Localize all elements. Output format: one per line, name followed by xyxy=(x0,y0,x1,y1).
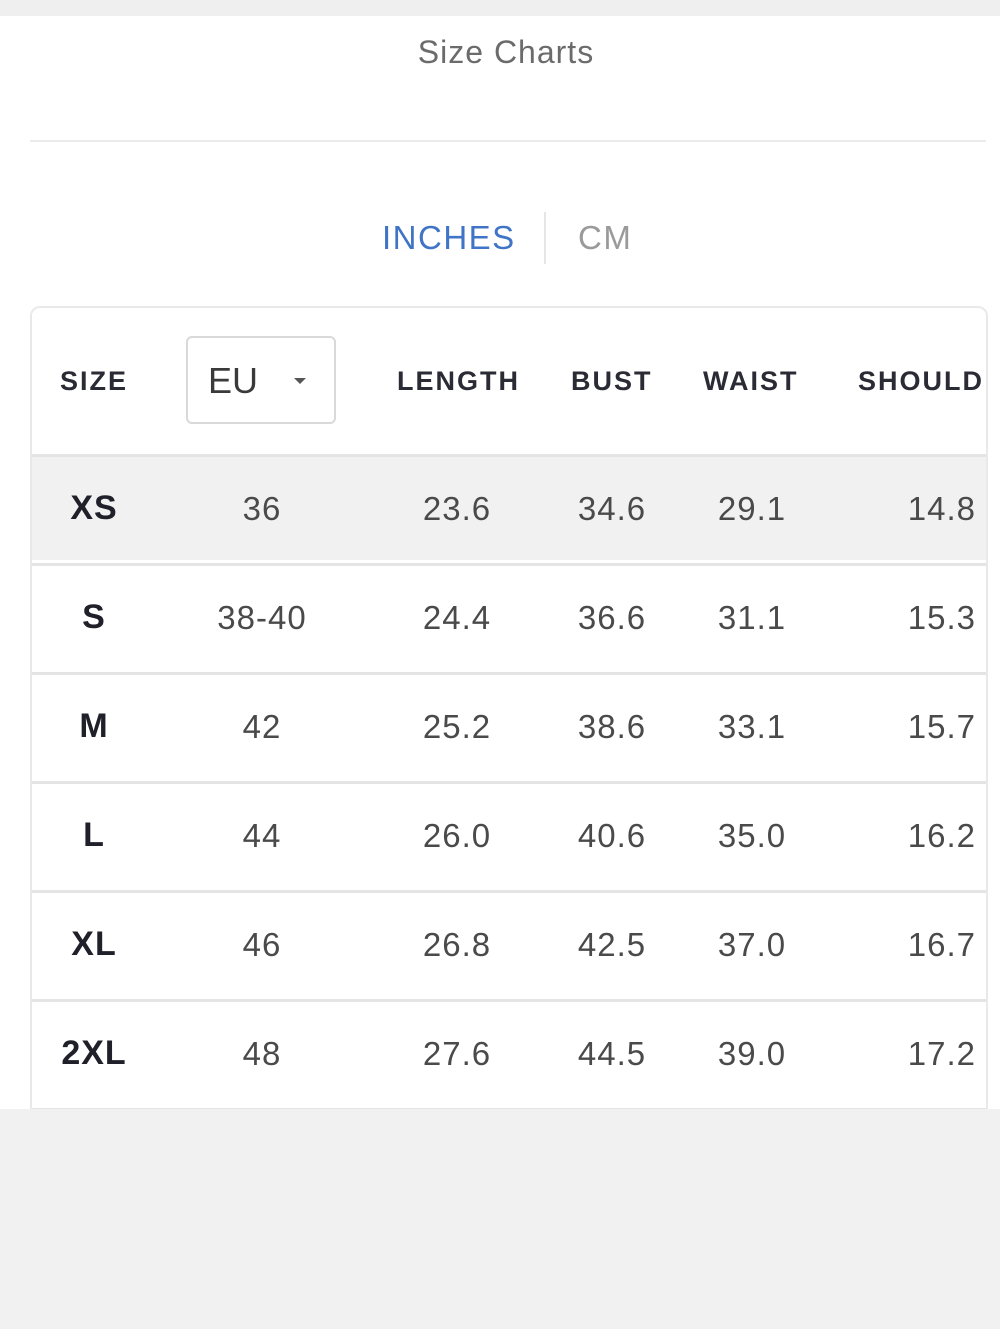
unit-option-cm[interactable]: CM xyxy=(578,219,633,256)
cell-eu: 44 xyxy=(242,817,282,854)
table-row: S 38-40 24.4 36.6 31.1 15.3 xyxy=(32,563,986,669)
column-header-size: SIZE xyxy=(60,366,129,396)
cell-shoulder: 15.7 xyxy=(907,708,976,745)
cell-shoulder: 17.2 xyxy=(907,1035,976,1072)
cell-length: 27.6 xyxy=(422,1035,492,1072)
size-table: SIZE EU LENGTH BUST WAIST SHOULD XS 36 2… xyxy=(30,306,988,1109)
cell-waist: 33.1 xyxy=(717,708,787,745)
cell-shoulder: 15.3 xyxy=(907,599,976,636)
cell-shoulder: 14.8 xyxy=(907,490,976,527)
cell-eu: 36 xyxy=(242,490,282,527)
table-row xyxy=(32,1108,986,1109)
table-row: L 44 26.0 40.6 35.0 16.2 xyxy=(32,781,986,887)
table-row: XL 46 26.8 42.5 37.0 16.7 xyxy=(32,890,986,996)
cell-bust: 40.6 xyxy=(577,817,647,854)
column-header-length: LENGTH xyxy=(397,366,520,396)
empty-background xyxy=(0,1109,1000,1329)
cell-size: S xyxy=(82,598,106,636)
cell-eu: 48 xyxy=(242,1035,282,1072)
cell-waist: 31.1 xyxy=(717,599,787,636)
cell-waist: 35.0 xyxy=(717,817,787,854)
table-row: 2XL 48 27.6 44.5 39.0 17.2 xyxy=(32,999,986,1105)
cell-waist: 29.1 xyxy=(717,490,787,527)
cell-length: 26.8 xyxy=(422,926,492,963)
cell-bust: 36.6 xyxy=(577,599,647,636)
cell-waist: 39.0 xyxy=(717,1035,787,1072)
cell-size: L xyxy=(83,816,105,854)
cell-size: XS xyxy=(70,489,118,527)
unit-option-inches[interactable]: INCHES xyxy=(382,219,516,256)
unit-separator xyxy=(544,212,546,264)
cell-length: 26.0 xyxy=(422,817,492,854)
column-header-bust: BUST xyxy=(571,366,653,396)
cell-shoulder: 16.7 xyxy=(907,926,976,963)
cell-size: XL xyxy=(71,925,117,963)
region-select[interactable]: EU xyxy=(186,336,336,424)
cell-size: 2XL xyxy=(61,1034,127,1072)
size-chart-sheet: Size Charts INCHES CM SIZE EU LENGTH BUS… xyxy=(0,16,1000,1109)
table-row: XS 36 23.6 34.6 29.1 14.8 xyxy=(32,454,986,560)
column-header-shoulder: SHOULD xyxy=(858,366,984,396)
cell-shoulder: 16.2 xyxy=(907,817,976,854)
cell-waist: 37.0 xyxy=(717,926,787,963)
cell-eu: 42 xyxy=(242,708,282,745)
cell-length: 25.2 xyxy=(422,708,492,745)
cell-length: 24.4 xyxy=(422,599,492,636)
unit-toggle: INCHES CM xyxy=(0,212,1000,264)
page-title: Size Charts xyxy=(417,34,595,70)
header-divider xyxy=(30,140,986,142)
column-header-waist: WAIST xyxy=(703,366,799,396)
cell-length: 23.6 xyxy=(422,490,492,527)
cell-bust: 34.6 xyxy=(577,490,647,527)
table-row: M 42 25.2 38.6 33.1 15.7 xyxy=(32,672,986,778)
table-header: SIZE EU LENGTH BUST WAIST SHOULD xyxy=(32,308,986,454)
cell-size: M xyxy=(79,707,109,745)
cell-bust: 38.6 xyxy=(577,708,647,745)
region-select-value: EU xyxy=(208,360,259,401)
cell-bust: 44.5 xyxy=(577,1035,647,1072)
status-strip xyxy=(0,0,1000,16)
caret-down-icon xyxy=(294,378,306,384)
cell-bust: 42.5 xyxy=(577,926,647,963)
cell-eu: 38-40 xyxy=(217,599,307,636)
cell-eu: 46 xyxy=(242,926,282,963)
